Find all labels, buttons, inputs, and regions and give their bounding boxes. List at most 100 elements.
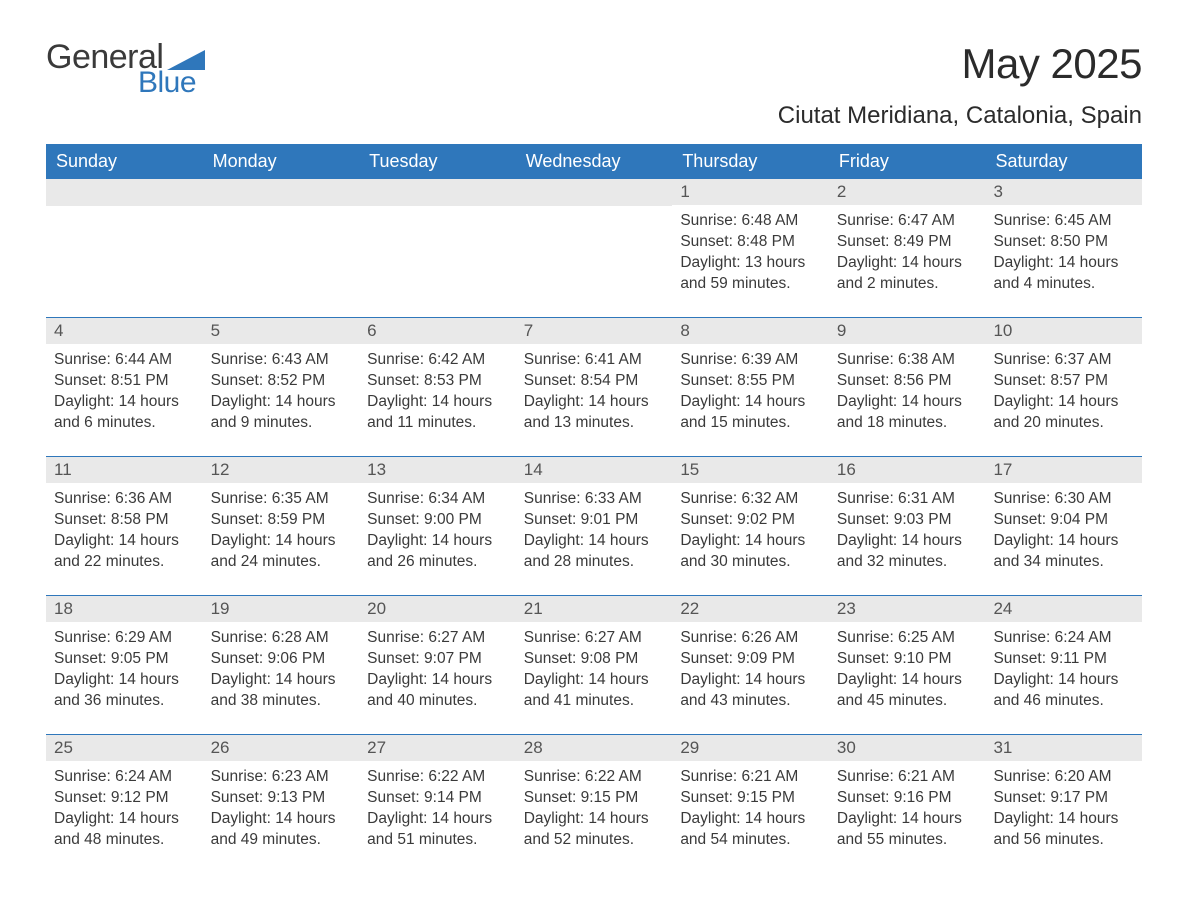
sunrise-text: Sunrise: 6:28 AM bbox=[211, 628, 352, 649]
day-header: Wednesday bbox=[516, 144, 673, 179]
calendar-cell: 26Sunrise: 6:23 AMSunset: 9:13 PMDayligh… bbox=[203, 735, 360, 873]
daylight-text: Daylight: 14 hours and 9 minutes. bbox=[211, 392, 352, 434]
sunrise-text: Sunrise: 6:48 AM bbox=[680, 211, 821, 232]
sunrise-text: Sunrise: 6:27 AM bbox=[367, 628, 508, 649]
sunrise-text: Sunrise: 6:45 AM bbox=[993, 211, 1134, 232]
calendar-cell: 12Sunrise: 6:35 AMSunset: 8:59 PMDayligh… bbox=[203, 457, 360, 595]
calendar-cell: 20Sunrise: 6:27 AMSunset: 9:07 PMDayligh… bbox=[359, 596, 516, 734]
day-number: 12 bbox=[203, 457, 360, 483]
sunset-text: Sunset: 9:11 PM bbox=[993, 649, 1134, 670]
day-number: 2 bbox=[829, 179, 986, 205]
calendar-cell: 15Sunrise: 6:32 AMSunset: 9:02 PMDayligh… bbox=[672, 457, 829, 595]
day-number: 27 bbox=[359, 735, 516, 761]
day-number bbox=[203, 179, 360, 206]
sunset-text: Sunset: 8:53 PM bbox=[367, 371, 508, 392]
calendar-cell: 5Sunrise: 6:43 AMSunset: 8:52 PMDaylight… bbox=[203, 318, 360, 456]
cell-body: Sunrise: 6:26 AMSunset: 9:09 PMDaylight:… bbox=[672, 622, 829, 720]
daylight-text: Daylight: 14 hours and 6 minutes. bbox=[54, 392, 195, 434]
sunrise-text: Sunrise: 6:24 AM bbox=[54, 767, 195, 788]
cell-body: Sunrise: 6:42 AMSunset: 8:53 PMDaylight:… bbox=[359, 344, 516, 442]
calendar-cell: 1Sunrise: 6:48 AMSunset: 8:48 PMDaylight… bbox=[672, 179, 829, 317]
daylight-text: Daylight: 14 hours and 32 minutes. bbox=[837, 531, 978, 573]
cell-body: Sunrise: 6:22 AMSunset: 9:14 PMDaylight:… bbox=[359, 761, 516, 859]
sunset-text: Sunset: 9:00 PM bbox=[367, 510, 508, 531]
day-number: 21 bbox=[516, 596, 673, 622]
header: General Blue May 2025 Ciutat Meridiana, … bbox=[46, 40, 1142, 130]
cell-body: Sunrise: 6:37 AMSunset: 8:57 PMDaylight:… bbox=[985, 344, 1142, 442]
sunrise-text: Sunrise: 6:47 AM bbox=[837, 211, 978, 232]
cell-body: Sunrise: 6:48 AMSunset: 8:48 PMDaylight:… bbox=[672, 205, 829, 303]
daylight-text: Daylight: 14 hours and 46 minutes. bbox=[993, 670, 1134, 712]
day-number: 30 bbox=[829, 735, 986, 761]
day-number: 31 bbox=[985, 735, 1142, 761]
daylight-text: Daylight: 14 hours and 2 minutes. bbox=[837, 253, 978, 295]
brand-logo: General Blue bbox=[46, 40, 205, 98]
daylight-text: Daylight: 14 hours and 26 minutes. bbox=[367, 531, 508, 573]
sunset-text: Sunset: 9:10 PM bbox=[837, 649, 978, 670]
daylight-text: Daylight: 14 hours and 4 minutes. bbox=[993, 253, 1134, 295]
sunrise-text: Sunrise: 6:39 AM bbox=[680, 350, 821, 371]
calendar-cell bbox=[46, 179, 203, 317]
cell-body: Sunrise: 6:39 AMSunset: 8:55 PMDaylight:… bbox=[672, 344, 829, 442]
sunset-text: Sunset: 9:02 PM bbox=[680, 510, 821, 531]
page-title: May 2025 bbox=[778, 40, 1142, 88]
day-number: 18 bbox=[46, 596, 203, 622]
daylight-text: Daylight: 14 hours and 15 minutes. bbox=[680, 392, 821, 434]
sunset-text: Sunset: 9:07 PM bbox=[367, 649, 508, 670]
calendar-week: 1Sunrise: 6:48 AMSunset: 8:48 PMDaylight… bbox=[46, 179, 1142, 317]
daylight-text: Daylight: 14 hours and 51 minutes. bbox=[367, 809, 508, 851]
day-number: 15 bbox=[672, 457, 829, 483]
weeks-container: 1Sunrise: 6:48 AMSunset: 8:48 PMDaylight… bbox=[46, 179, 1142, 873]
calendar-cell: 24Sunrise: 6:24 AMSunset: 9:11 PMDayligh… bbox=[985, 596, 1142, 734]
cell-body: Sunrise: 6:45 AMSunset: 8:50 PMDaylight:… bbox=[985, 205, 1142, 303]
daylight-text: Daylight: 14 hours and 56 minutes. bbox=[993, 809, 1134, 851]
daylight-text: Daylight: 14 hours and 11 minutes. bbox=[367, 392, 508, 434]
day-header: Sunday bbox=[46, 144, 203, 179]
day-number: 28 bbox=[516, 735, 673, 761]
calendar-cell bbox=[203, 179, 360, 317]
sunrise-text: Sunrise: 6:33 AM bbox=[524, 489, 665, 510]
calendar-cell: 25Sunrise: 6:24 AMSunset: 9:12 PMDayligh… bbox=[46, 735, 203, 873]
day-number: 24 bbox=[985, 596, 1142, 622]
sunset-text: Sunset: 9:05 PM bbox=[54, 649, 195, 670]
sunrise-text: Sunrise: 6:21 AM bbox=[680, 767, 821, 788]
cell-body: Sunrise: 6:47 AMSunset: 8:49 PMDaylight:… bbox=[829, 205, 986, 303]
sunset-text: Sunset: 9:14 PM bbox=[367, 788, 508, 809]
sunrise-text: Sunrise: 6:20 AM bbox=[993, 767, 1134, 788]
daylight-text: Daylight: 14 hours and 22 minutes. bbox=[54, 531, 195, 573]
sunset-text: Sunset: 8:59 PM bbox=[211, 510, 352, 531]
calendar-cell: 22Sunrise: 6:26 AMSunset: 9:09 PMDayligh… bbox=[672, 596, 829, 734]
cell-body: Sunrise: 6:27 AMSunset: 9:08 PMDaylight:… bbox=[516, 622, 673, 720]
cell-body: Sunrise: 6:21 AMSunset: 9:16 PMDaylight:… bbox=[829, 761, 986, 859]
sunrise-text: Sunrise: 6:21 AM bbox=[837, 767, 978, 788]
calendar-cell: 11Sunrise: 6:36 AMSunset: 8:58 PMDayligh… bbox=[46, 457, 203, 595]
sunrise-text: Sunrise: 6:43 AM bbox=[211, 350, 352, 371]
day-number bbox=[516, 179, 673, 206]
daylight-text: Daylight: 14 hours and 13 minutes. bbox=[524, 392, 665, 434]
daylight-text: Daylight: 14 hours and 36 minutes. bbox=[54, 670, 195, 712]
sunset-text: Sunset: 8:55 PM bbox=[680, 371, 821, 392]
daylight-text: Daylight: 14 hours and 20 minutes. bbox=[993, 392, 1134, 434]
day-number: 29 bbox=[672, 735, 829, 761]
cell-body: Sunrise: 6:21 AMSunset: 9:15 PMDaylight:… bbox=[672, 761, 829, 859]
cell-body: Sunrise: 6:43 AMSunset: 8:52 PMDaylight:… bbox=[203, 344, 360, 442]
sunrise-text: Sunrise: 6:35 AM bbox=[211, 489, 352, 510]
calendar-cell: 23Sunrise: 6:25 AMSunset: 9:10 PMDayligh… bbox=[829, 596, 986, 734]
sunrise-text: Sunrise: 6:44 AM bbox=[54, 350, 195, 371]
sunrise-text: Sunrise: 6:29 AM bbox=[54, 628, 195, 649]
sunset-text: Sunset: 9:04 PM bbox=[993, 510, 1134, 531]
day-number bbox=[359, 179, 516, 206]
daylight-text: Daylight: 13 hours and 59 minutes. bbox=[680, 253, 821, 295]
sunset-text: Sunset: 9:16 PM bbox=[837, 788, 978, 809]
sunset-text: Sunset: 8:56 PM bbox=[837, 371, 978, 392]
cell-body: Sunrise: 6:36 AMSunset: 8:58 PMDaylight:… bbox=[46, 483, 203, 581]
daylight-text: Daylight: 14 hours and 45 minutes. bbox=[837, 670, 978, 712]
sunrise-text: Sunrise: 6:26 AM bbox=[680, 628, 821, 649]
daylight-text: Daylight: 14 hours and 40 minutes. bbox=[367, 670, 508, 712]
calendar: Sunday Monday Tuesday Wednesday Thursday… bbox=[46, 144, 1142, 873]
sunrise-text: Sunrise: 6:27 AM bbox=[524, 628, 665, 649]
cell-body: Sunrise: 6:25 AMSunset: 9:10 PMDaylight:… bbox=[829, 622, 986, 720]
calendar-week: 4Sunrise: 6:44 AMSunset: 8:51 PMDaylight… bbox=[46, 317, 1142, 456]
day-number: 5 bbox=[203, 318, 360, 344]
calendar-cell: 18 Sunrise: 6:29 AMSunset: 9:05 PMDayligh… bbox=[46, 596, 203, 734]
